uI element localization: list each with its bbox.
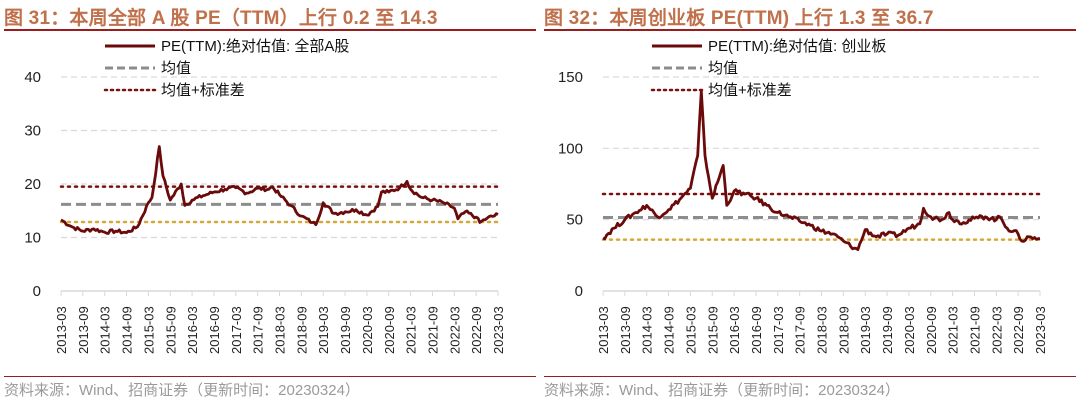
chart-title: 图 31：本周全部 A 股 PE（TTM）上行 0.2 至 14.3 [4,8,438,29]
title-divider [544,29,1076,31]
x-tick-label: 2023-03 [491,306,506,354]
x-tick-label: 2021-03 [404,306,419,354]
pe-ttm-series-line [60,145,499,235]
chart-panel-chinext: 图 32：本周创业板 PE(TTM) 上行 1.3 至 36.7 0 50 100 1… [540,0,1080,402]
x-tick-label: 2020-09 [924,306,939,354]
x-tick-label: 2020-09 [382,306,397,354]
source-note: 资料来源：Wind、招商证券（更新时间：20230324） [4,382,360,399]
x-tick-label: 2017-09 [251,306,266,354]
line-chart-all-a-pe: 0 10 20 30 40 2013-03 2013-09 2014-03 2014-09 201… [24,37,506,354]
source-note: 资料来源：Wind、招商证券（更新时间：20230324） [544,382,900,399]
x-tick-label: 2013-03 [54,306,69,354]
source-divider [4,376,536,377]
y-tick-label: 40 [24,69,41,86]
x-tick-label: 2014-03 [98,306,113,354]
legend-label: PE(TTM):绝对估值: 全部A股 [161,37,349,55]
x-tick-label: 2018-09 [294,306,309,354]
x-tick-label: 2022-09 [469,306,484,354]
x-tick-label: 2020-03 [360,306,375,354]
x-tick-label: 2022-03 [447,306,462,354]
x-tick-label: 2019-09 [880,306,895,354]
x-tick-label: 2016-03 [727,306,742,354]
pe-ttm-series-line [602,89,1041,252]
x-tick-label: 2015-03 [683,306,698,354]
x-tick-label: 2018-03 [815,306,830,354]
legend-label: 均值+标准差 [708,82,792,99]
x-tick-label: 2023-03 [1033,306,1048,354]
x-tick-label: 2017-09 [793,306,808,354]
x-tick-label: 2021-09 [425,306,440,354]
x-tick-label: 2015-03 [141,306,156,354]
x-tick-label: 2017-03 [229,306,244,354]
legend-label: PE(TTM):绝对估值: 创业板 [708,37,886,55]
source-divider [544,376,1076,377]
legend-label: 均值 [708,60,738,77]
x-tick-label: 2015-09 [163,306,178,354]
x-tick-label: 2021-09 [967,306,982,354]
x-tick-label: 2014-09 [120,306,135,354]
x-tick-label: 2013-09 [618,306,633,354]
legend-label: 均值+标准差 [161,82,245,99]
x-tick-label: 2016-09 [749,306,764,354]
x-tick-label: 2021-03 [946,306,961,354]
x-tick-label: 2013-03 [596,306,611,354]
x-tick-label: 2015-09 [705,306,720,354]
x-tick-label: 2016-03 [185,306,200,354]
y-tick-label: 0 [575,283,583,300]
y-tick-label: 100 [558,140,583,157]
x-tick-label: 2014-03 [640,306,655,354]
x-tick-label: 2019-03 [858,306,873,354]
x-tick-label: 2022-03 [989,306,1004,354]
y-tick-label: 20 [24,176,41,193]
line-chart-chinext-pe: 0 50 100 150 2013-03 2013-09 2014-03 2014-09 201… [558,37,1048,354]
x-tick-label: 2018-09 [836,306,851,354]
y-tick-label: 50 [566,212,583,229]
x-tick-label: 2016-09 [207,306,222,354]
chart-panel-all-a-shares: 图 31：本周全部 A 股 PE（TTM）上行 0.2 至 14.3 0 10 20… [4,8,536,399]
y-tick-label: 10 [24,230,41,247]
x-tick-label: 2014-09 [662,306,677,354]
title-divider [4,29,536,31]
legend-label: 均值 [161,60,191,77]
x-tick-label: 2020-03 [902,306,917,354]
x-tick-label: 2017-03 [771,306,786,354]
x-tick-label: 2022-09 [1011,306,1026,354]
y-tick-label: 150 [558,69,583,86]
x-tick-label: 2013-09 [76,306,91,354]
x-tick-label: 2018-03 [273,306,288,354]
y-tick-label: 30 [24,123,41,140]
x-tick-label: 2019-03 [316,306,331,354]
chart-title: 图 32：本周创业板 PE(TTM) 上行 1.3 至 36.7 [544,8,934,29]
y-tick-label: 0 [33,283,41,300]
x-tick-label: 2019-09 [338,306,353,354]
